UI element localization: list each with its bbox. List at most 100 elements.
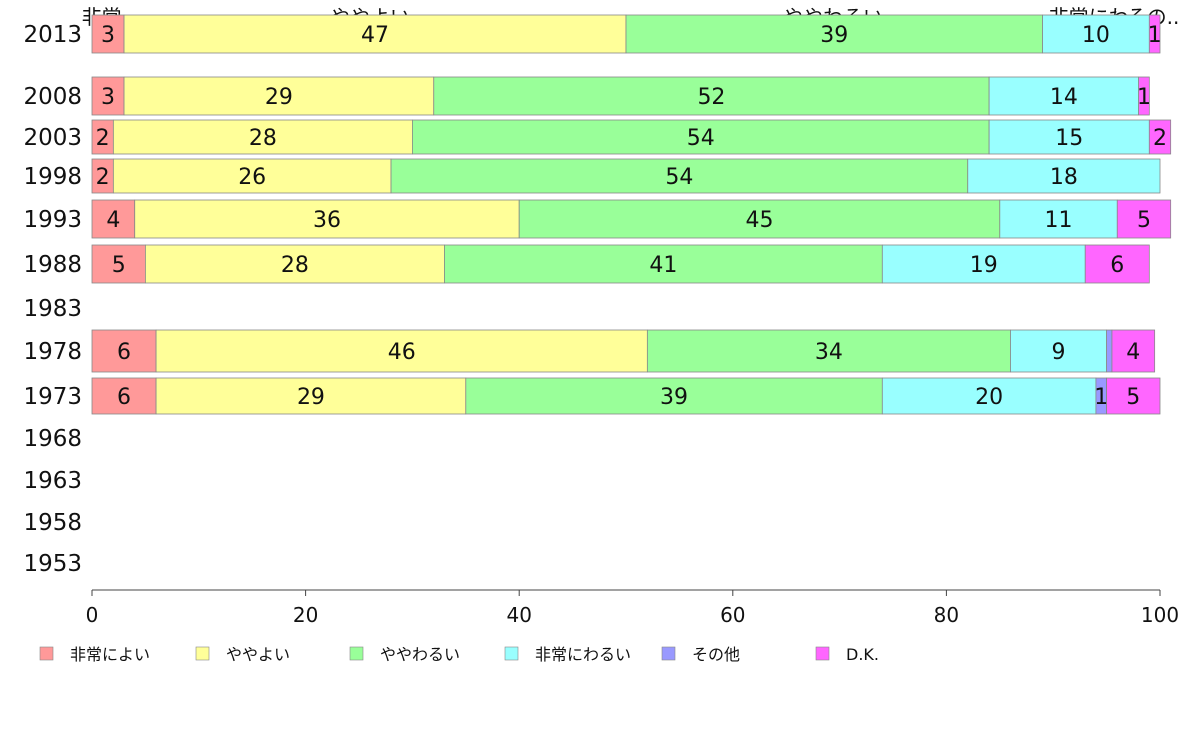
data-label: 20: [975, 385, 1003, 410]
data-label: 46: [388, 340, 416, 365]
data-label: 1: [1094, 385, 1108, 410]
legend-swatch: [195, 646, 210, 661]
bar-segment: [1116, 199, 1172, 239]
bar-segment: [155, 377, 467, 415]
year-label: 1968: [23, 426, 82, 452]
bar-segment: [1111, 329, 1156, 373]
bars: 3 47 39 10 13 29 52 14 12 28 54 15 22 26 54 184 36 45 11 55…: [91, 14, 1172, 415]
data-label: 41: [649, 253, 677, 278]
data-label: 1: [1137, 85, 1151, 110]
year-label: 1963: [23, 468, 82, 494]
bar-segment: [1148, 119, 1172, 155]
data-label: 2: [96, 165, 110, 190]
data-label: 28: [281, 253, 309, 278]
bar-segment: [390, 158, 969, 194]
data-label: 39: [660, 385, 688, 410]
legend-label: 非常によい: [70, 645, 150, 664]
bar-segment: [465, 377, 883, 415]
data-label: 26: [238, 165, 266, 190]
bar-segment: [1084, 244, 1150, 284]
bar-segment: [1106, 329, 1113, 373]
data-label: 39: [820, 23, 848, 48]
data-label: 19: [970, 253, 998, 278]
bar-segment: [155, 329, 648, 373]
year-label: 1973: [23, 384, 82, 410]
x-axis: 0 20 40 60 80 100: [86, 589, 1179, 627]
bar-segment: [1042, 14, 1150, 54]
bar-segment: [91, 199, 136, 239]
data-label: 47: [361, 23, 389, 48]
legend-swatch: [349, 646, 364, 661]
year-label: 1953: [23, 551, 82, 577]
legend: 非常によい ややよい ややわるい 非常にわるい その他 D.K.: [39, 645, 879, 664]
x-tick-label: 80: [934, 603, 959, 627]
data-label: 5: [1126, 385, 1140, 410]
bar-segment: [112, 119, 413, 155]
data-label: 54: [665, 165, 693, 190]
year-label: 1988: [23, 252, 82, 278]
data-label: 3: [101, 85, 115, 110]
legend-label: 非常にわるい: [535, 645, 631, 664]
bar-segment: [411, 119, 990, 155]
legend-swatch: [661, 646, 676, 661]
year-label: 1978: [23, 339, 82, 365]
year-label: 1958: [23, 510, 82, 536]
bar-segment: [625, 14, 1043, 54]
bar-segment: [1106, 377, 1161, 415]
legend-label: ややわるい: [380, 645, 460, 664]
year-label: 1983: [23, 296, 82, 322]
bar-segment: [134, 199, 520, 239]
data-label: 5: [112, 253, 126, 278]
bar-segment: [144, 244, 445, 284]
legend-swatch: [815, 646, 830, 661]
data-label: 10: [1082, 23, 1110, 48]
data-label: 11: [1045, 208, 1073, 233]
data-label: 52: [697, 85, 725, 110]
year-label: 2003: [23, 125, 82, 151]
year-label: 2013: [23, 22, 82, 48]
data-label: 2: [96, 126, 110, 151]
data-label: 14: [1050, 85, 1078, 110]
data-label: 4: [106, 208, 120, 233]
bar-segment: [881, 244, 1086, 284]
data-label: 29: [265, 85, 293, 110]
bar-segment: [433, 76, 990, 116]
x-tick-label: 0: [86, 603, 99, 627]
bar-segment: [91, 76, 125, 116]
year-labels: 2013 2008 2003 1998 1993 1988 1983 1978 1973 1968…: [23, 22, 82, 577]
data-label: 6: [1110, 253, 1124, 278]
bar-segment: [91, 329, 157, 373]
x-tick-label: 60: [720, 603, 745, 627]
year-label: 1998: [23, 164, 82, 190]
legend-swatch: [504, 646, 519, 661]
data-label: 9: [1052, 340, 1066, 365]
data-label: 45: [746, 208, 774, 233]
year-label: 1993: [23, 207, 82, 233]
x-tick-label: 40: [506, 603, 531, 627]
bar-segment: [91, 244, 146, 284]
legend-label: ややよい: [226, 645, 290, 664]
data-label: 1: [1148, 23, 1162, 48]
bar-segment: [881, 377, 1097, 415]
data-label: 34: [815, 340, 843, 365]
bar-segment: [112, 158, 392, 194]
data-label: 18: [1050, 165, 1078, 190]
data-label: 6: [117, 385, 131, 410]
bar-segment: [1148, 14, 1161, 54]
data-label: 54: [687, 126, 715, 151]
bar-segment: [967, 158, 1161, 194]
data-label: 2: [1153, 126, 1167, 151]
data-label: 6: [117, 340, 131, 365]
data-label: 15: [1055, 126, 1083, 151]
data-label: 4: [1126, 340, 1140, 365]
data-label: 3: [101, 23, 115, 48]
data-label: 28: [249, 126, 277, 151]
bar-segment: [1138, 76, 1150, 116]
year-label: 2008: [23, 84, 82, 110]
bar-segment: [444, 244, 883, 284]
legend-swatch: [39, 646, 54, 661]
legend-label: その他: [692, 645, 740, 664]
data-label: 29: [297, 385, 325, 410]
bar-segment: [518, 199, 1001, 239]
